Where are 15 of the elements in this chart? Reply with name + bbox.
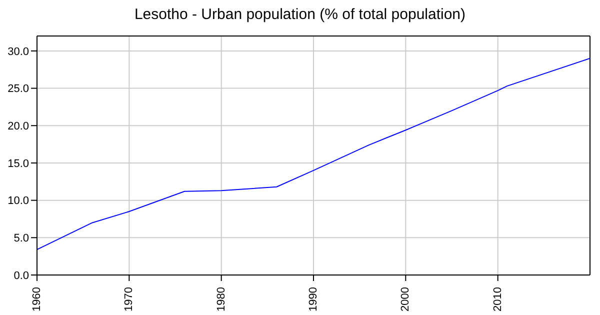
- y-tick-label: 15.0: [8, 158, 29, 170]
- x-tick-label: 2010: [492, 287, 504, 312]
- x-tick-label: 1990: [308, 287, 320, 312]
- x-tick-label: 2000: [400, 287, 412, 312]
- x-tick-label: 1960: [31, 287, 43, 312]
- x-tick-label: 1970: [123, 287, 136, 312]
- y-tick-label: 10.0: [8, 195, 29, 208]
- chart-title: Lesotho - Urban population (% of total population): [133, 5, 467, 25]
- line-series: [37, 58, 590, 250]
- y-tick-label: 0.0: [14, 270, 29, 282]
- y-tick-label: 30.0: [8, 46, 29, 58]
- x-tick-label: 1980: [215, 287, 228, 312]
- y-tick-label: 25.0: [8, 83, 29, 96]
- y-tick-label: 20.0: [8, 120, 29, 133]
- y-tick-label: 5.0: [14, 232, 29, 245]
